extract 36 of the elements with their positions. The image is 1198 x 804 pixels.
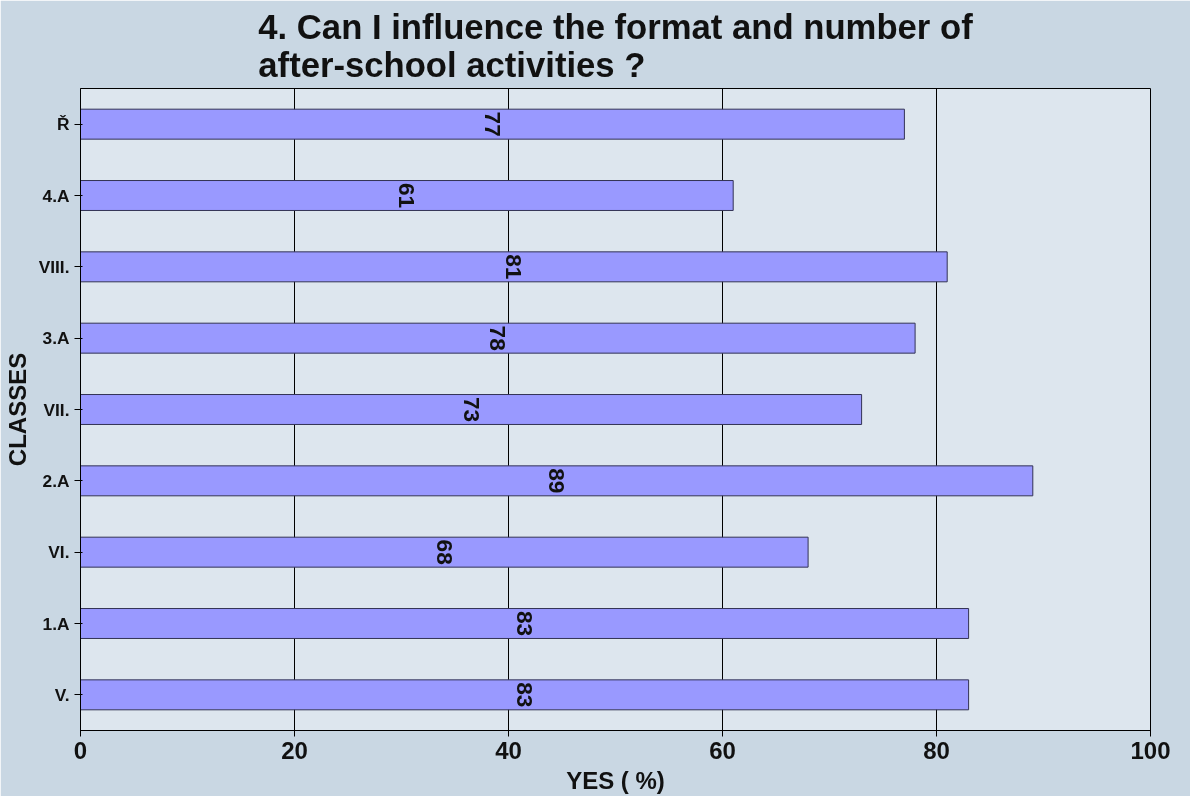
data-label: 77 xyxy=(479,111,506,137)
y-tick-label: 1.A xyxy=(42,613,70,634)
bar xyxy=(80,108,905,140)
y-tick-label: VIII. xyxy=(38,256,70,277)
y-tick-label: Ř xyxy=(56,114,70,135)
bar xyxy=(80,608,970,639)
data-label: 68 xyxy=(431,539,458,565)
y-tick-label: V. xyxy=(54,684,70,705)
bar xyxy=(80,679,970,711)
x-tick-label: 0 xyxy=(73,736,88,764)
y-tick-label: VI. xyxy=(48,542,70,563)
data-label: 78 xyxy=(485,325,512,351)
y-tick-label: 2.A xyxy=(42,470,70,491)
y-tick-label: VII. xyxy=(43,399,70,420)
data-label: 81 xyxy=(501,254,528,280)
data-label: 89 xyxy=(544,468,571,494)
y-tick-label: 3.A xyxy=(42,328,70,349)
data-label: 73 xyxy=(458,396,485,423)
y-tick-label: 4.A xyxy=(42,185,70,206)
data-label: 83 xyxy=(512,682,539,708)
data-label: 61 xyxy=(394,182,421,209)
x-axis-title: YES ( %) xyxy=(566,766,665,794)
bar xyxy=(80,465,1034,497)
chart-title: 4. Can I influence the format and number of after-school activities ? xyxy=(258,7,974,84)
x-tick-label: 20 xyxy=(281,736,308,764)
x-tick-label: 100 xyxy=(1130,736,1171,764)
bar xyxy=(80,536,809,568)
bar xyxy=(80,180,734,211)
bar xyxy=(80,251,948,283)
data-label: 83 xyxy=(512,610,539,637)
bar xyxy=(80,394,863,425)
bar xyxy=(80,322,916,354)
x-tick-label: 60 xyxy=(709,736,736,764)
x-tick-label: 80 xyxy=(923,736,950,764)
x-tick-label: 40 xyxy=(495,736,522,764)
y-axis-title: CLASSES xyxy=(3,352,31,467)
